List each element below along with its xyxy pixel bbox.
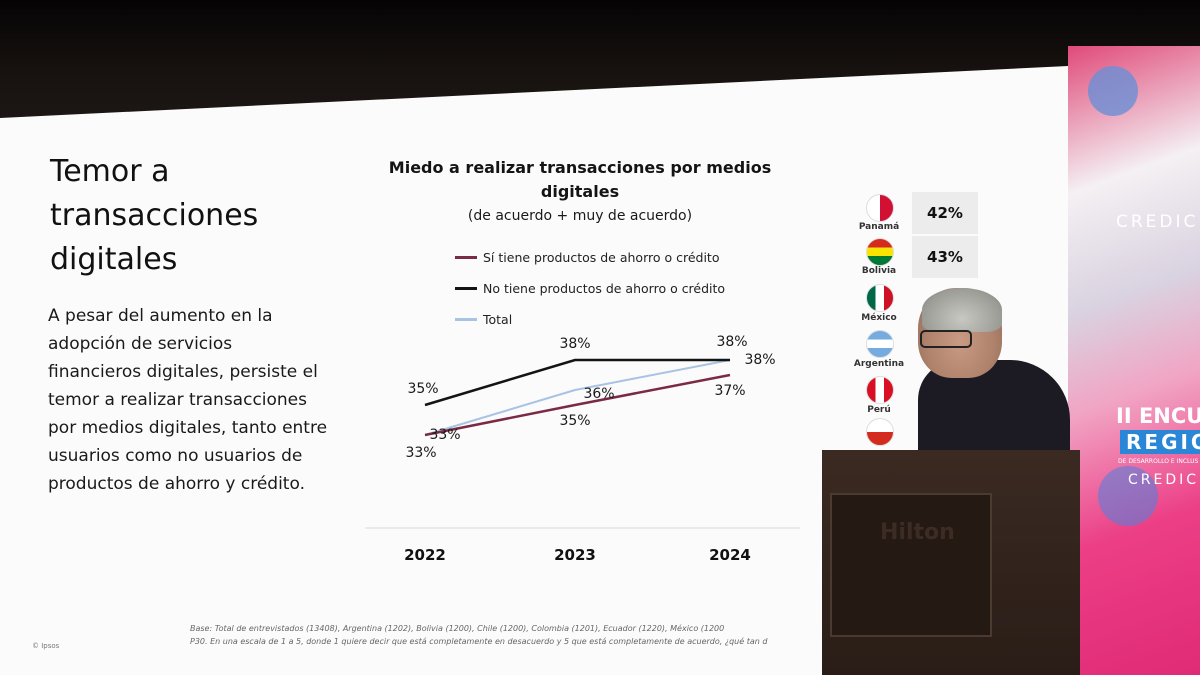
footnote-line: P30. En una escala de 1 a 5, donde 1 qui… (190, 637, 768, 646)
country-label: Argentina (853, 359, 905, 369)
series-line (424, 373, 731, 437)
series-line (424, 359, 731, 436)
legend-swatch (455, 287, 477, 290)
data-label: 35% (407, 381, 438, 397)
legend-swatch (455, 318, 477, 321)
legend-item-with-products: Sí tiene productos de ahorro o crédito (455, 242, 725, 273)
country-percentage: 42% (912, 192, 978, 234)
country-label: Perú (867, 405, 891, 415)
bolivia-flag-icon (866, 238, 894, 266)
glasses-icon (920, 330, 972, 348)
legend-label: No tiene productos de ahorro o crédito (483, 281, 726, 296)
chart-subtitle: (de acuerdo + muy de acuerdo) (467, 208, 693, 224)
legend-label: Sí tiene productos de ahorro o crédito (483, 250, 720, 265)
panama-flag-icon (866, 194, 894, 222)
data-label: 33% (429, 427, 460, 443)
country-label: México (861, 313, 897, 323)
banner-brand-top: CREDIC (1116, 212, 1199, 232)
legend-swatch (455, 256, 477, 259)
country-label: Panamá (858, 222, 900, 232)
speaker-hair (922, 288, 1002, 332)
data-label: 33% (405, 445, 436, 461)
footnote-line: Base: Total de entrevistados (13408), Ar… (190, 624, 725, 633)
banner-small-text: DE DESARROLLO E INCLUS (1118, 458, 1199, 465)
legend-label: Total (483, 312, 513, 327)
chart-legend: Sí tiene productos de ahorro o crédito N… (455, 242, 725, 335)
podium-logo-text: Hilton (880, 520, 955, 545)
x-tick-label: 2022 (404, 546, 446, 564)
peru-flag-icon (866, 376, 894, 404)
country-label: Bolivia (861, 266, 897, 276)
slide-title: Temor a transacciones digitales (50, 154, 259, 277)
podium-panel (830, 493, 992, 637)
data-label: 37% (714, 383, 745, 399)
slide-body-text: A pesar del aumento en la adopción de se… (48, 306, 328, 494)
mexico-flag-icon (866, 284, 894, 312)
banner-region: REGIO (1120, 430, 1200, 454)
footnote: Base: Total de entrevistados (13408), Ar… (190, 622, 840, 648)
country-percentage: 43% (912, 236, 978, 278)
chile-flag-icon (866, 418, 894, 446)
copyright: © Ipsos (32, 642, 60, 650)
data-label: 35% (559, 413, 590, 429)
series-line (424, 358, 730, 407)
data-label: 38% (716, 334, 747, 350)
banner-decoration (1088, 66, 1138, 116)
banner-brand-bottom: CREDIC (1128, 472, 1200, 488)
banner-headline: II ENCUE (1116, 404, 1200, 428)
chart-title: Miedo a realizar transacciones por medio… (388, 158, 772, 201)
x-tick-label: 2023 (554, 546, 596, 564)
x-tick-label: 2024 (709, 546, 751, 564)
argentina-flag-icon (866, 330, 894, 358)
legend-item-total: Total (455, 304, 725, 335)
data-label: 38% (744, 352, 775, 368)
legend-item-without-products: No tiene productos de ahorro o crédito (455, 273, 725, 304)
data-label: 38% (559, 336, 590, 352)
banner-decoration (1098, 466, 1158, 526)
data-label: 36% (583, 386, 614, 402)
event-banner: CREDIC II ENCUE REGIO DE DESARROLLO E IN… (1068, 46, 1200, 675)
